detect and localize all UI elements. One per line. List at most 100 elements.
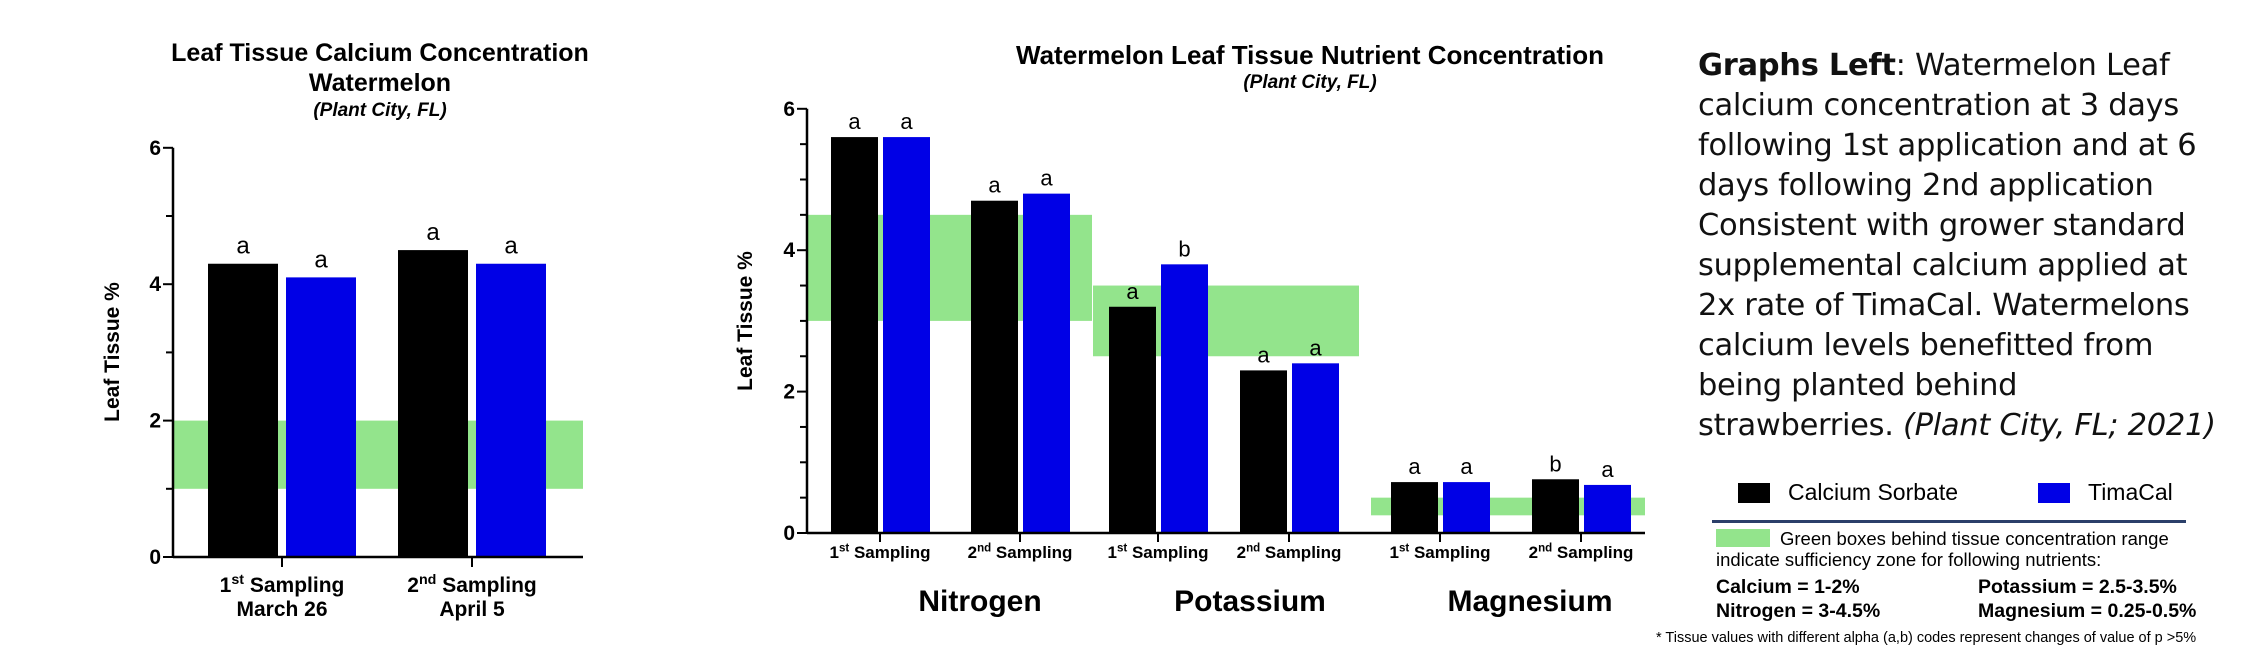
left-chart-title-line1: Leaf Tissue Calcium Concentration bbox=[171, 39, 589, 67]
left-chart-subtitle: (Plant City, FL) bbox=[313, 100, 447, 121]
significance-letter: a bbox=[1126, 279, 1139, 304]
left-chart-plot: Leaf Tissue % a a a a 0 2 4 6 1st SamplingMarc… bbox=[101, 137, 583, 621]
footnote: * Tissue values with different alpha (a,… bbox=[1656, 630, 2197, 646]
x-tick-label: 2nd Sampling bbox=[1529, 543, 1634, 562]
significance-letter: b bbox=[1549, 451, 1561, 476]
sufficiency-note: Green boxes behind tissue concentration … bbox=[1716, 528, 2236, 570]
x-tick-label: 1st Sampling bbox=[1390, 543, 1491, 562]
y-tick-label: 4 bbox=[783, 239, 795, 262]
description-line: being planted behind bbox=[1698, 368, 2018, 403]
y-tick-label: 2 bbox=[149, 410, 161, 433]
significance-letter: a bbox=[900, 109, 913, 134]
significance-letter: a bbox=[504, 233, 518, 260]
middle-chart-subtitle: (Plant City, FL) bbox=[1243, 72, 1377, 93]
bar-calcium-sorbate bbox=[1109, 306, 1156, 533]
sufficiency-note-line1: Green boxes behind tissue concentration … bbox=[1780, 528, 2169, 549]
significance-letter: a bbox=[426, 219, 440, 246]
range-calcium: Calcium = 1-2% bbox=[1716, 576, 1860, 598]
sufficiency-note-line2: indicate sufficiency zone for following … bbox=[1716, 549, 2102, 570]
middle-chart-x-labels: 1st Sampling 2nd Sampling 1st Sampling 2nd … bbox=[830, 533, 1634, 562]
significance-letter: a bbox=[988, 173, 1001, 198]
left-chart-y-axis-label: Leaf Tissue % bbox=[101, 282, 124, 422]
y-tick-label: 0 bbox=[149, 546, 161, 569]
sufficiency-zones bbox=[807, 214, 1645, 516]
significance-letter: a bbox=[1408, 454, 1421, 479]
significance-letter: a bbox=[1460, 454, 1473, 479]
range-nitrogen: Nitrogen = 3-4.5% bbox=[1716, 600, 1881, 622]
bar-calcium-sorbate bbox=[1391, 482, 1438, 533]
legend-item-timacal: TimaCal bbox=[2038, 479, 2173, 506]
description-line: : Watermelon Leaf bbox=[1895, 48, 2170, 83]
description-line: days following 2nd application bbox=[1698, 168, 2154, 203]
middle-chart-title: Watermelon Leaf Tissue Nutrient Concentr… bbox=[1016, 40, 1604, 70]
legend-label: Calcium Sorbate bbox=[1788, 479, 1959, 505]
range-potassium: Potassium = 2.5-3.5% bbox=[1978, 576, 2177, 598]
legend-swatch-black-icon bbox=[1738, 482, 1770, 503]
left-chart-bars: a a a a bbox=[208, 219, 546, 557]
legend-divider bbox=[1712, 520, 2186, 523]
significance-letter: a bbox=[1601, 457, 1614, 482]
significance-letter: a bbox=[1257, 342, 1270, 367]
bar-timacal bbox=[1023, 193, 1070, 533]
bar-timacal bbox=[883, 137, 930, 533]
bar-calcium-sorbate bbox=[398, 250, 468, 557]
middle-chart-bars: a a a a a b a a b a a a bbox=[831, 109, 1631, 533]
description-location-year: (Plant City, FL; 2021) bbox=[1903, 408, 2216, 443]
description-lead: Graphs Left bbox=[1698, 48, 1896, 83]
nutrient-label-magnesium: Magnesium bbox=[1447, 585, 1613, 618]
left-chart-title-line2: Watermelon bbox=[308, 69, 452, 97]
x-tick-date: March 26 bbox=[236, 598, 327, 621]
legend-swatch-blue-icon bbox=[2038, 482, 2070, 503]
bar-calcium-sorbate bbox=[971, 200, 1018, 533]
y-tick-label: 4 bbox=[149, 273, 161, 296]
x-tick-label: 1st Sampling bbox=[830, 543, 931, 562]
nutrient-group-labels: Nitrogen Potassium Magnesium bbox=[830, 585, 1650, 625]
x-tick-date: April 5 bbox=[439, 598, 505, 621]
description-line: 2x rate of TimaCal. Watermelons bbox=[1698, 288, 2190, 323]
bar-timacal bbox=[476, 263, 546, 557]
y-tick-label: 0 bbox=[783, 522, 795, 545]
left-chart-axes: 0 2 4 6 bbox=[149, 137, 583, 569]
x-tick-label: 1st Sampling bbox=[1108, 543, 1209, 562]
legend-label: TimaCal bbox=[2088, 479, 2173, 505]
bar-timacal bbox=[1292, 363, 1339, 533]
bar-timacal bbox=[1443, 482, 1490, 533]
x-tick-label: 2nd Sampling bbox=[968, 543, 1073, 562]
x-tick-label: 2nd Sampling bbox=[1237, 543, 1342, 562]
bar-timacal bbox=[1161, 264, 1208, 533]
legend-item-calcium-sorbate: Calcium Sorbate bbox=[1738, 479, 2038, 506]
x-tick-label: 2nd Sampling bbox=[407, 572, 536, 597]
significance-letter: b bbox=[1178, 236, 1190, 261]
legend-swatch-green-icon bbox=[1716, 529, 1770, 547]
bar-calcium-sorbate bbox=[208, 263, 278, 557]
left-chart-title: Leaf Tissue Calcium Concentration Waterm… bbox=[130, 38, 630, 98]
bar-calcium-sorbate bbox=[831, 137, 878, 533]
nutrient-label-nitrogen: Nitrogen bbox=[918, 585, 1042, 618]
description-line: Consistent with grower standard bbox=[1698, 208, 2186, 243]
description-text: Graphs Left: Watermelon Leaf calcium con… bbox=[1698, 46, 2238, 446]
middle-chart-axes: 0 2 4 6 bbox=[783, 98, 1645, 545]
significance-letter: a bbox=[236, 233, 250, 260]
description-line: calcium levels benefitted from bbox=[1698, 328, 2154, 363]
significance-letter: a bbox=[1309, 335, 1322, 360]
description-line: strawberries. bbox=[1698, 408, 1904, 443]
description-line: calcium concentration at 3 days bbox=[1698, 88, 2179, 123]
description-line: supplemental calcium applied at bbox=[1698, 248, 2188, 283]
range-magnesium: Magnesium = 0.25-0.5% bbox=[1978, 600, 2197, 622]
significance-letter: a bbox=[314, 246, 328, 273]
middle-chart-y-axis-label: Leaf Tissue % bbox=[734, 251, 757, 391]
y-tick-label: 6 bbox=[149, 137, 161, 160]
bar-calcium-sorbate bbox=[1240, 370, 1287, 533]
bar-timacal bbox=[286, 277, 356, 557]
significance-letter: a bbox=[1040, 166, 1053, 191]
bar-calcium-sorbate bbox=[1532, 479, 1579, 533]
middle-chart-plot: Leaf Tissue % a a a a a b a a b a a a 0 2 4 6 1st Samp… bbox=[734, 98, 1645, 562]
nutrient-label-potassium: Potassium bbox=[1174, 585, 1326, 618]
y-tick-label: 6 bbox=[783, 98, 795, 121]
bar-timacal bbox=[1584, 484, 1631, 533]
legend: Calcium Sorbate TimaCal bbox=[1738, 479, 2250, 506]
significance-letter: a bbox=[848, 109, 861, 134]
description-line: following 1st application and at 6 bbox=[1698, 128, 2197, 163]
x-tick-label: 1st Sampling bbox=[220, 572, 345, 597]
